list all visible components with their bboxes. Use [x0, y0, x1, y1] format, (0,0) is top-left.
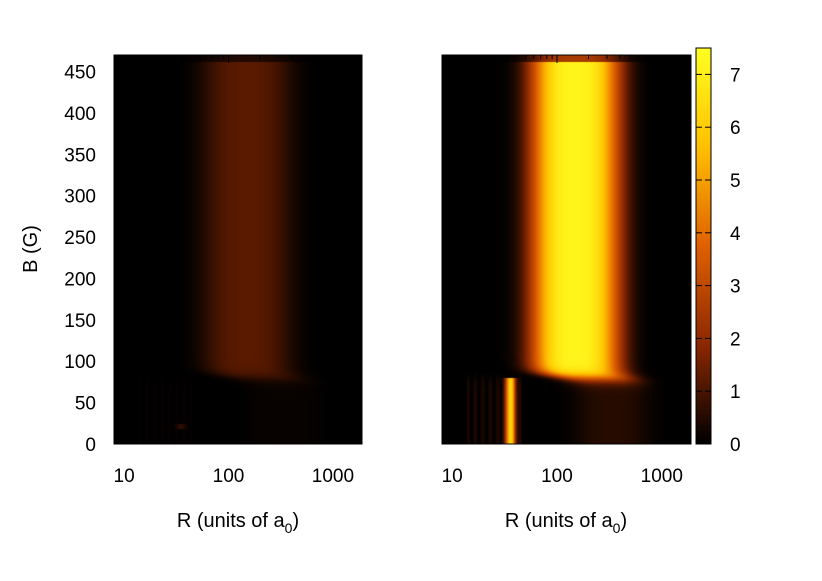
colorbar-tick-label: 5	[730, 171, 741, 192]
x-tick-label: 1000	[641, 466, 683, 487]
y-tick-label: 250	[64, 228, 96, 249]
colorbar-gradient	[696, 48, 711, 444]
x-ticks-left: 10 100 1000	[113, 55, 354, 487]
x-tick-label: 1000	[312, 466, 354, 487]
colorbar-frame	[695, 47, 712, 445]
y-tick-label: 100	[64, 352, 96, 373]
heatmap-left	[114, 55, 362, 444]
x-tick-label: 100	[541, 466, 573, 487]
x-tick-label: 100	[213, 466, 245, 487]
colorbar-tick-label: 0	[730, 435, 741, 456]
y-tick-label: 200	[64, 269, 96, 290]
panel-left: 10 100 1000 0 50 100 150 200 250 300 350 400 450 R …	[20, 54, 363, 536]
colorbar: 0 1 2 3 4 5 6 7	[695, 47, 741, 456]
x-ticks-right: 10 100 1000	[441, 55, 683, 487]
y-tick-label: 400	[64, 104, 96, 125]
y-axis-label: B (G)	[20, 225, 42, 273]
x-tick-label: 10	[114, 466, 135, 487]
colorbar-tick-label: 4	[730, 224, 741, 245]
colorbar-tick-label: 6	[730, 118, 741, 139]
heatmap-right	[442, 55, 691, 444]
y-tick-label: 150	[64, 311, 96, 332]
colorbar-ticks: 0 1 2 3 4 5 6 7	[696, 65, 741, 456]
x-axis-label-left: R (units of a0)	[177, 510, 299, 536]
colorbar-tick-label: 1	[730, 382, 741, 403]
plot-frame-left	[113, 54, 363, 445]
x-tick-label: 10	[442, 466, 463, 487]
colorbar-tick-label: 3	[730, 277, 741, 298]
y-tick-label: 0	[85, 435, 96, 456]
panel-right: 10 100 1000 R (units of a0)	[441, 54, 692, 536]
y-tick-label: 450	[64, 63, 96, 84]
colorbar-tick-label: 2	[730, 329, 741, 350]
plot-frame-right	[441, 54, 692, 445]
y-tick-label: 350	[64, 145, 96, 166]
x-axis-label-right: R (units of a0)	[505, 510, 627, 536]
y-tick-label: 300	[64, 187, 96, 208]
y-tick-label: 50	[75, 394, 96, 415]
y-ticks-left: 0 50 100 150 200 250 300 350 400 450	[64, 63, 96, 456]
colorbar-tick-label: 7	[730, 65, 741, 86]
